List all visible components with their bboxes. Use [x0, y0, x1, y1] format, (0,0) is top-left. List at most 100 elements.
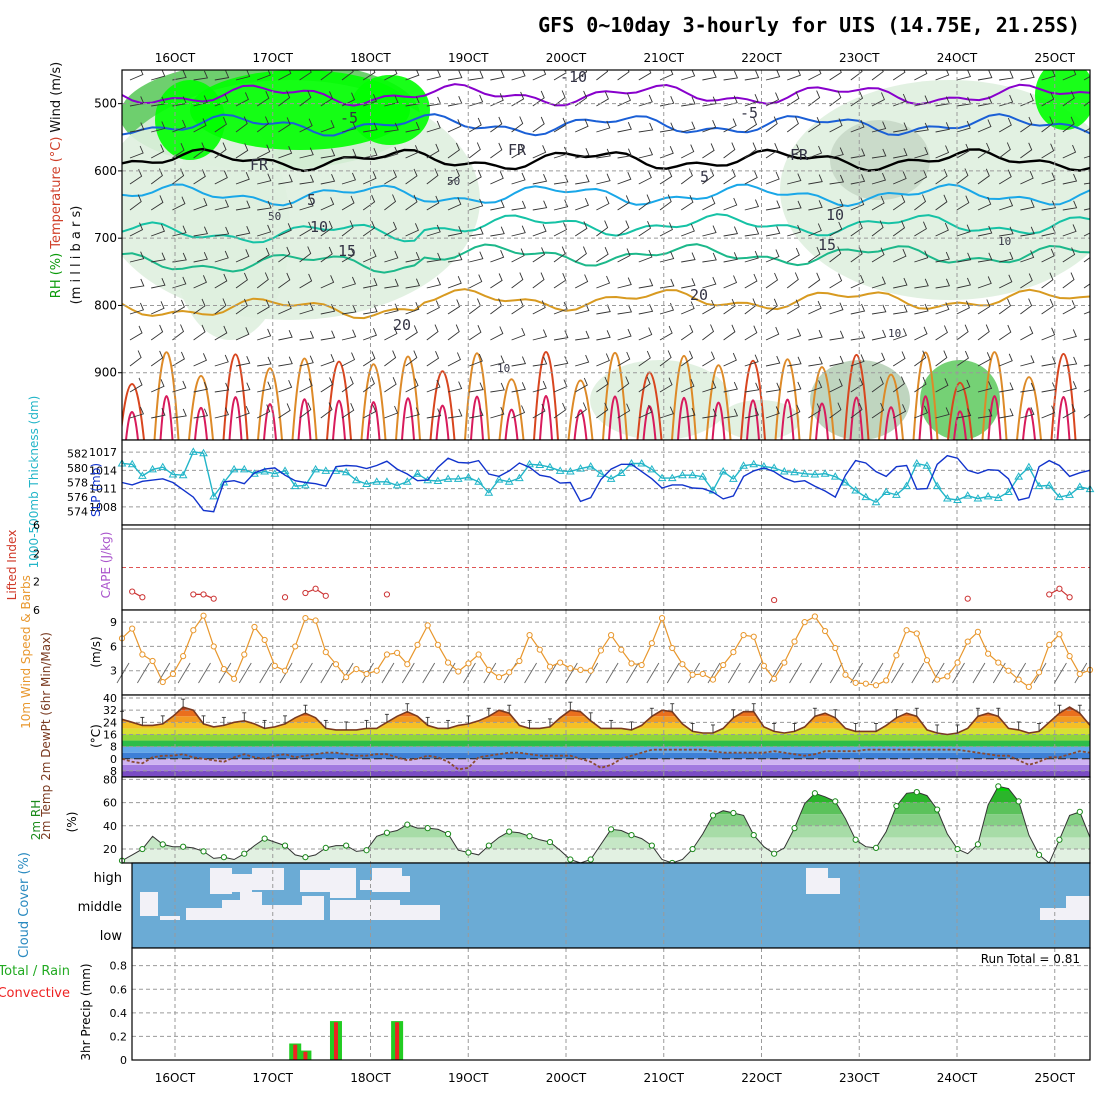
rh-band: [122, 837, 1090, 850]
wind-barb: [935, 194, 948, 211]
left-tick-label: 574: [67, 506, 88, 519]
wind-barb: [426, 277, 442, 289]
wind-barb: [702, 196, 716, 211]
wind-barb: [299, 118, 313, 133]
wind-barb: [384, 326, 398, 341]
thickness-point: [851, 486, 861, 494]
wind-barb: [150, 144, 165, 159]
wind-barb: [1062, 300, 1076, 315]
lifted-index-point: [200, 591, 207, 598]
wind-barb: [129, 325, 143, 341]
wind-speed-point: [852, 679, 859, 686]
wind-barb: [977, 119, 992, 133]
wind-barb: [384, 221, 397, 237]
cloud-block: [210, 868, 232, 894]
wind-barb: [727, 662, 741, 684]
wind-barb: [511, 405, 526, 419]
thickness-point: [586, 461, 596, 470]
thickness-point: [902, 481, 911, 490]
wind-barb: [723, 142, 736, 159]
slp-axis-label: SLP (mb): [89, 463, 103, 517]
wind-speed-point: [781, 659, 788, 666]
wind-speed-point: [475, 651, 482, 658]
wind-barb: [422, 662, 436, 684]
wind-barb: [765, 92, 780, 107]
wind-barb: [1083, 208, 1090, 211]
rh-point: [1056, 836, 1063, 843]
rh-point: [852, 836, 859, 843]
run-total-label: Run Total = 0.81: [981, 952, 1080, 966]
rh-point: [750, 832, 757, 839]
wind-barb: [553, 379, 568, 393]
wind-speed-point: [811, 613, 818, 620]
thickness-point: [565, 467, 575, 475]
wind-barb: [172, 299, 185, 315]
wind-barb: [1020, 199, 1035, 211]
wind-barb: [702, 252, 717, 263]
wind-barb: [341, 195, 355, 211]
wind-barb: [829, 330, 845, 341]
wind-speed-point: [485, 666, 492, 674]
wind-speed-point: [893, 652, 900, 659]
wind-barb: [723, 169, 736, 185]
rh-band: [122, 849, 1090, 863]
wind-barb: [892, 376, 905, 393]
panel-background: [122, 440, 1090, 525]
rh-point: [709, 812, 717, 819]
thickness-point: [555, 466, 565, 474]
wind-barb: [808, 272, 821, 289]
thickness-point: [1024, 462, 1034, 471]
wind-barb: [681, 252, 696, 263]
wind-speed-point: [180, 653, 187, 660]
thickness-point: [606, 474, 616, 482]
wind-barb: [787, 328, 802, 341]
wind-barb: [320, 220, 333, 237]
wind-barb: [638, 278, 654, 289]
thickness-point: [372, 477, 382, 485]
wind-speed-point: [791, 638, 798, 645]
wind-barb: [469, 382, 484, 393]
wind-barb: [638, 147, 654, 159]
wind-barb: [235, 226, 251, 237]
cloud-block: [1066, 896, 1090, 920]
wind-barb: [871, 172, 887, 185]
wind-barb: [129, 222, 144, 237]
wind-barb: [893, 248, 907, 263]
wind-barb: [532, 247, 546, 263]
bottom-tick-label: 19OCT: [448, 1071, 489, 1085]
wind-barb: [638, 70, 652, 81]
wind-barb: [723, 324, 736, 341]
wind-barb: [1041, 327, 1056, 341]
wind-barb: [765, 249, 780, 263]
wind-barb: [447, 299, 461, 315]
wind-barb: [935, 278, 951, 289]
wind-barb: [829, 118, 843, 133]
wind-barb: [320, 246, 333, 263]
precip-axis-label: 3hr Precip (mm): [79, 963, 93, 1060]
wind-barb: [1041, 298, 1054, 315]
wind-barb: [748, 662, 762, 684]
wind-barb: [363, 278, 378, 289]
wind-barb: [765, 298, 778, 315]
wind-barb: [129, 70, 144, 81]
wind-speed-point: [944, 673, 951, 680]
wind-barb: [952, 662, 965, 684]
wind-barb: [977, 408, 993, 419]
wind-barb: [524, 662, 537, 684]
wind-barb: [914, 146, 929, 159]
thickness-point: [881, 487, 891, 495]
thickness-point: [861, 492, 871, 501]
temperature-contour: [671, 354, 697, 440]
thickness-point: [718, 467, 728, 475]
wind-barb: [977, 142, 991, 159]
wind-barb: [299, 402, 312, 419]
wind-barb: [172, 70, 187, 81]
temperature-contour: [125, 411, 139, 440]
wind-barb: [384, 146, 399, 159]
wind-speed-point: [536, 646, 543, 653]
wind-speed-point: [332, 661, 340, 668]
temperature-contour: [602, 351, 628, 440]
thickness-point: [250, 469, 259, 477]
thickness-point: [301, 480, 310, 489]
lifted-index-point: [129, 588, 136, 595]
